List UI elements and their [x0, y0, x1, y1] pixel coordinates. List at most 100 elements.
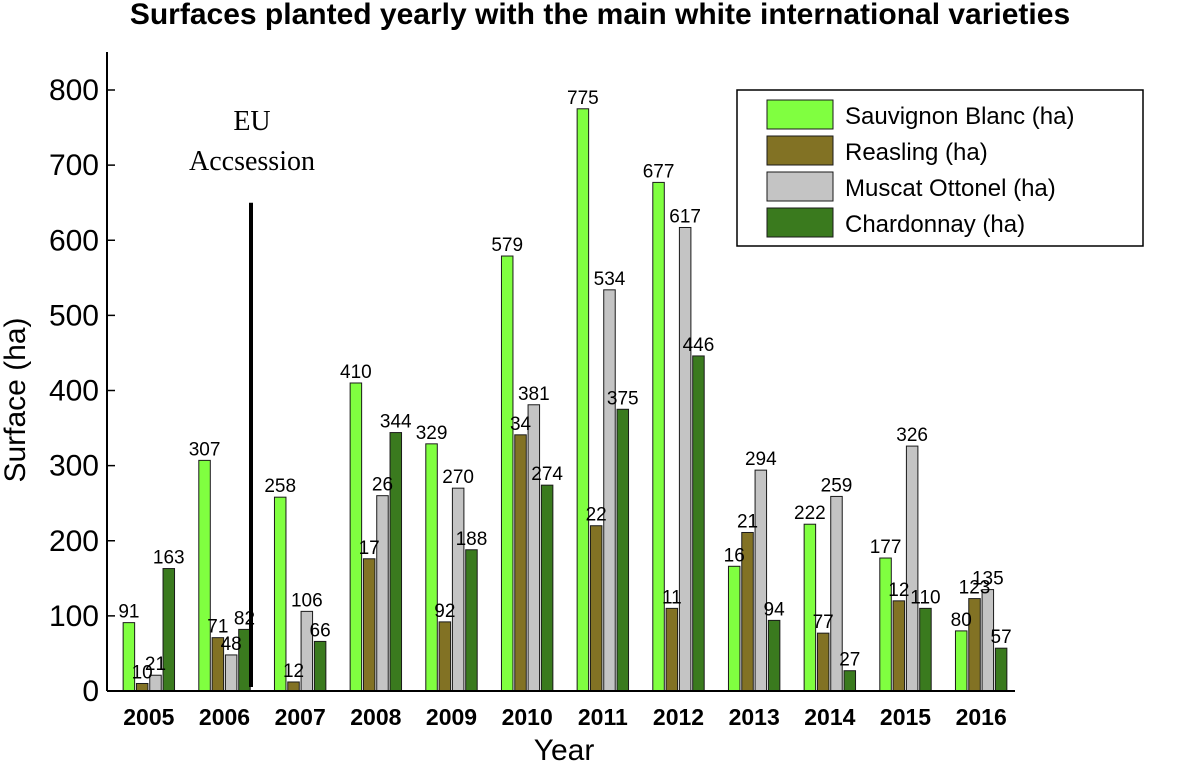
data-label: 91 — [118, 602, 139, 623]
data-label: 106 — [291, 590, 323, 611]
y-tick-label: 600 — [49, 224, 99, 257]
bar — [954, 630, 968, 692]
data-label: 259 — [821, 475, 853, 496]
x-tick-label: 2012 — [653, 704, 704, 730]
data-label: 110 — [910, 587, 940, 608]
data-label: 66 — [310, 620, 331, 641]
legend-label: Chardonnay (ha) — [845, 211, 1025, 238]
data-label: 11 — [662, 587, 682, 608]
x-tick-label: 2006 — [199, 704, 250, 730]
bar — [678, 226, 692, 692]
data-label: 10 — [132, 662, 153, 683]
bar — [224, 654, 238, 692]
data-label: 123 — [959, 578, 991, 599]
data-label: 579 — [491, 235, 523, 256]
y-tick-label: 200 — [49, 525, 99, 558]
data-label: 57 — [991, 627, 1012, 648]
legend: Sauvignon Blanc (ha) Reasling (ha) Muscat … — [736, 89, 1144, 247]
data-label: 677 — [643, 161, 675, 182]
data-label: 77 — [813, 612, 834, 633]
data-label: 27 — [839, 650, 860, 671]
bar — [892, 600, 906, 692]
data-label: 258 — [264, 476, 296, 497]
data-label: 22 — [586, 505, 607, 526]
y-tick-label: 500 — [49, 299, 99, 332]
data-label: 135 — [972, 569, 1004, 590]
bar — [843, 670, 857, 692]
bar — [692, 355, 705, 692]
data-label: 12 — [283, 661, 304, 682]
bar — [514, 434, 527, 692]
x-tick-label: 2008 — [350, 704, 401, 730]
bar — [438, 621, 452, 692]
data-label: 344 — [380, 412, 412, 433]
y-tick-label: 100 — [49, 600, 99, 633]
bar — [616, 408, 630, 692]
y-tick-label: 400 — [49, 375, 99, 408]
eu-accession-annotation: EU Accsession — [189, 106, 315, 687]
bar — [540, 484, 554, 692]
bar — [665, 607, 679, 692]
x-tick-label: 2010 — [502, 704, 553, 730]
y-tick-label: 700 — [49, 149, 99, 182]
data-label: 17 — [359, 538, 380, 559]
legend-label: Muscat Ottonel (ha) — [845, 175, 1056, 202]
x-axis: 2005 2006 2007 2008 2009 2010 2011 2012 2013 2014… — [107, 690, 1015, 730]
bar — [803, 523, 817, 692]
data-label: 16 — [724, 545, 745, 566]
data-label: 307 — [189, 439, 221, 460]
bar — [994, 647, 1008, 692]
bar — [425, 443, 438, 692]
data-label: 375 — [607, 388, 639, 409]
bar — [652, 181, 665, 692]
data-label: 177 — [870, 537, 902, 558]
bar — [816, 632, 830, 692]
y-tick-label: 300 — [49, 450, 99, 483]
bar — [603, 289, 616, 692]
bar — [527, 404, 541, 692]
data-label: 775 — [567, 88, 599, 109]
data-label: 381 — [518, 384, 550, 405]
legend-swatch — [766, 135, 834, 166]
data-label: 446 — [683, 335, 715, 356]
legend-swatch — [766, 171, 834, 202]
x-axis-label: Year — [534, 734, 595, 764]
bar — [451, 487, 465, 692]
legend-label: Sauvignon Blanc (ha) — [845, 103, 1074, 130]
bar — [767, 619, 781, 692]
x-tick-label: 2013 — [729, 704, 780, 730]
data-label: 617 — [669, 206, 701, 227]
y-axis: 0 100 200 300 400 500 600 700 800 — [49, 52, 115, 708]
bar — [465, 549, 478, 692]
data-label: 92 — [434, 601, 455, 622]
bar — [919, 607, 932, 692]
data-label: 329 — [416, 423, 448, 444]
bar — [389, 432, 403, 692]
data-label: 94 — [764, 599, 786, 620]
x-tick-label: 2011 — [578, 704, 628, 730]
data-label: 21 — [737, 511, 758, 532]
legend-swatch — [766, 207, 834, 238]
bar — [754, 469, 768, 692]
x-tick-label: 2007 — [275, 704, 326, 730]
x-tick-label: 2015 — [880, 704, 931, 730]
legend-label: Reasling (ha) — [845, 139, 988, 166]
bar — [376, 495, 389, 692]
bar — [313, 640, 327, 692]
data-label: 326 — [896, 425, 928, 446]
legend-swatch — [766, 99, 834, 130]
bar — [287, 681, 300, 692]
y-axis-label: Surface (ha) — [0, 317, 32, 482]
data-label: 534 — [594, 269, 626, 290]
y-tick-label: 0 — [82, 675, 99, 708]
data-label: 80 — [951, 610, 972, 631]
data-label: 294 — [745, 449, 777, 470]
data-label: 188 — [456, 529, 488, 550]
data-label: 410 — [340, 362, 372, 383]
bar — [589, 525, 603, 692]
data-label: 26 — [372, 475, 393, 496]
data-label: 222 — [794, 503, 826, 524]
annotation-text: EU — [233, 106, 270, 137]
